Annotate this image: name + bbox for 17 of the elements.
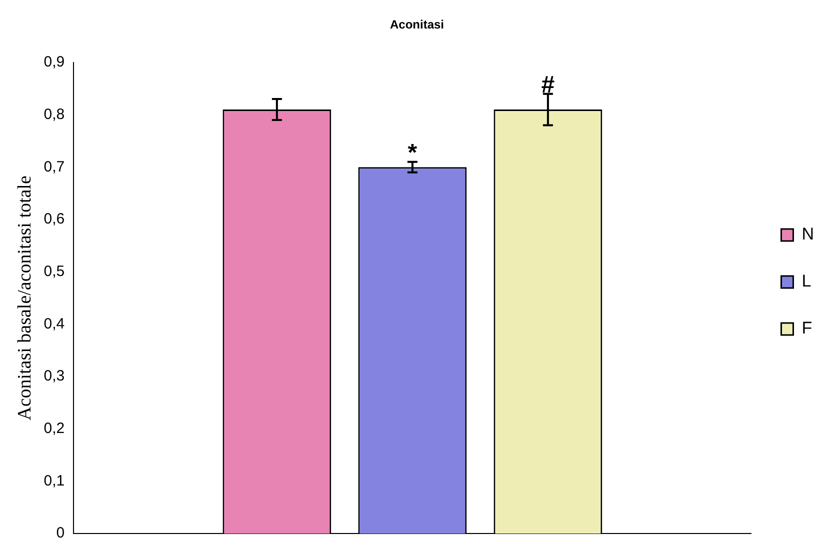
y-tick-label: 0,3 — [44, 368, 65, 385]
data-label: * — [408, 140, 418, 166]
chart-title: Aconitasi — [390, 18, 444, 32]
legend-label: N — [802, 224, 814, 244]
y-tick-label: 0,7 — [44, 158, 65, 176]
y-axis-title: Aconitasi basale/aconitasi totale — [14, 176, 36, 420]
y-tick-label: 0,4 — [44, 315, 65, 332]
legend-label: L — [802, 272, 812, 291]
y-tick-label: 0,5 — [44, 262, 65, 280]
data-label: # — [541, 71, 555, 98]
y-tick-label: 0 — [56, 524, 65, 542]
legend-label: F — [802, 318, 812, 338]
y-tick-label: 0,1 — [44, 472, 65, 490]
y-tick-label: 0,8 — [44, 106, 65, 123]
y-tick-label: 0,9 — [44, 54, 65, 71]
y-tick-label: 0,6 — [44, 210, 65, 228]
y-tick-label: 0,2 — [44, 420, 65, 438]
